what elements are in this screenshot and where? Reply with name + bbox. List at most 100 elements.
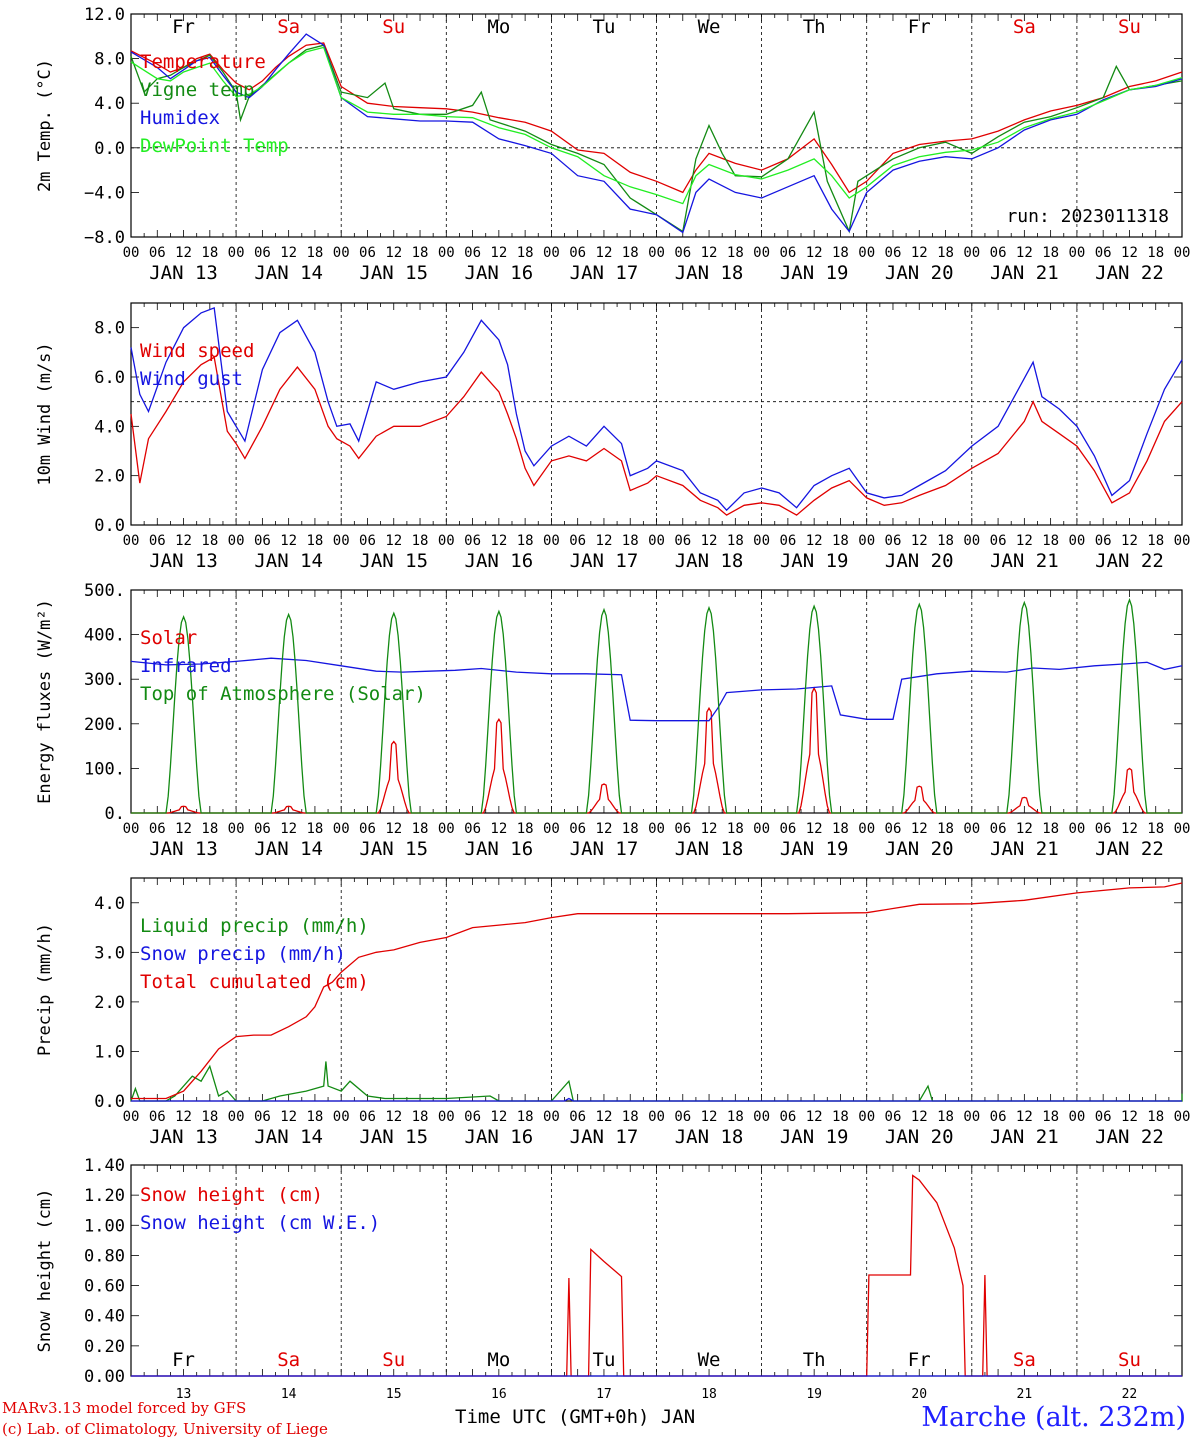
hour-tick-label: 18 xyxy=(1147,245,1164,261)
hour-tick-label: 06 xyxy=(674,245,691,261)
date-label: JAN 21 xyxy=(990,550,1059,572)
series-line xyxy=(130,33,1183,234)
run-annotation: run: 2023011318 xyxy=(1006,206,1169,227)
hour-tick-label: 06 xyxy=(569,1109,586,1125)
model-credit: MARv3.13 model forced by GFS xyxy=(2,1399,247,1417)
date-label: JAN 15 xyxy=(359,1126,428,1148)
hour-tick-label: 00 xyxy=(123,245,140,261)
hour-tick-label: 06 xyxy=(885,1109,902,1125)
date-label: JAN 17 xyxy=(570,1126,639,1148)
hour-tick-label: 12 xyxy=(806,245,823,261)
hour-tick-label: 00 xyxy=(438,821,455,837)
hour-tick-label: 18 xyxy=(937,245,954,261)
hour-tick-label: 06 xyxy=(674,1109,691,1125)
series-line xyxy=(130,46,1183,205)
y-tick-label: 4.0 xyxy=(94,417,125,437)
hour-tick-label: 12 xyxy=(280,533,297,549)
hour-tick-label: 06 xyxy=(254,533,271,549)
hour-tick-label: 12 xyxy=(596,533,613,549)
hour-tick-label: 06 xyxy=(569,245,586,261)
hour-tick-label: 06 xyxy=(990,1109,1007,1125)
y-tick-label: 0.80 xyxy=(84,1246,125,1266)
hour-tick-label: 18 xyxy=(832,533,849,549)
legend-entry: Temperature xyxy=(140,51,266,73)
y-tick-label: 0.0 xyxy=(94,516,125,536)
y-axis-title: 2m Temp. (°C) xyxy=(35,59,55,192)
hour-tick-label: 18 xyxy=(832,1109,849,1125)
series-line xyxy=(131,1097,1182,1102)
series-line xyxy=(130,356,1183,516)
date-label: JAN 18 xyxy=(675,838,744,860)
hour-tick-label: 06 xyxy=(149,533,166,549)
weekday-label: Sa xyxy=(1013,16,1036,38)
hour-tick-label: 12 xyxy=(806,533,823,549)
hour-tick-label: 12 xyxy=(701,821,718,837)
hour-tick-label: 12 xyxy=(1121,245,1138,261)
hour-tick-label: 00 xyxy=(963,821,980,837)
hour-tick-label: 06 xyxy=(569,533,586,549)
date-label: JAN 17 xyxy=(570,550,639,572)
y-tick-label: 0.60 xyxy=(84,1277,125,1297)
y-tick-label: 4.0 xyxy=(94,94,125,114)
day-number-label: 16 xyxy=(491,1387,507,1402)
hour-tick-label: 18 xyxy=(412,1109,429,1125)
weekday-label: Fr xyxy=(172,16,195,38)
weekday-label: Sa xyxy=(277,1349,300,1371)
weekday-label: Su xyxy=(1118,16,1141,38)
y-tick-label: 2.0 xyxy=(94,993,125,1013)
hour-tick-label: 00 xyxy=(648,245,665,261)
weekday-label: Fr xyxy=(172,1349,195,1371)
hour-tick-label: 18 xyxy=(412,245,429,261)
hour-tick-label: 00 xyxy=(858,821,875,837)
date-label: JAN 16 xyxy=(465,1126,534,1148)
hour-tick-label: 00 xyxy=(228,533,245,549)
hour-tick-label: 18 xyxy=(727,533,744,549)
hour-tick-label: 00 xyxy=(1174,821,1191,837)
hour-tick-label: 12 xyxy=(385,533,402,549)
y-tick-label: 8.0 xyxy=(94,50,125,70)
y-axis-title: 10m Wind (m/s) xyxy=(35,342,55,485)
hour-tick-label: 00 xyxy=(333,533,350,549)
y-tick-label: 8.0 xyxy=(94,319,125,339)
hour-tick-label: 06 xyxy=(1095,533,1112,549)
hour-tick-label: 06 xyxy=(149,1109,166,1125)
hour-tick-label: 12 xyxy=(490,533,507,549)
hour-tick-label: 18 xyxy=(412,533,429,549)
hour-tick-label: 00 xyxy=(333,821,350,837)
hour-tick-label: 06 xyxy=(464,245,481,261)
hour-tick-label: 06 xyxy=(1095,821,1112,837)
hour-tick-label: 18 xyxy=(1147,533,1164,549)
hour-tick-label: 12 xyxy=(911,821,928,837)
hour-tick-label: 06 xyxy=(885,821,902,837)
hour-tick-label: 12 xyxy=(175,821,192,837)
hour-tick-label: 12 xyxy=(806,821,823,837)
legend-entry: Snow height (cm) xyxy=(140,1184,323,1206)
y-tick-label: 300. xyxy=(84,670,125,690)
y-tick-label: 1.00 xyxy=(84,1216,125,1236)
hour-tick-label: 06 xyxy=(359,245,376,261)
y-tick-label: 12.0 xyxy=(84,5,125,25)
hour-tick-label: 00 xyxy=(438,245,455,261)
hour-tick-label: 00 xyxy=(648,821,665,837)
date-label: JAN 19 xyxy=(780,262,849,284)
hour-tick-label: 12 xyxy=(911,245,928,261)
date-label: JAN 18 xyxy=(675,1126,744,1148)
hour-tick-label: 06 xyxy=(149,821,166,837)
date-label: JAN 22 xyxy=(1095,550,1164,572)
date-label: JAN 17 xyxy=(570,262,639,284)
hour-tick-label: 12 xyxy=(280,1109,297,1125)
date-label: JAN 15 xyxy=(359,838,428,860)
hour-tick-label: 06 xyxy=(359,821,376,837)
date-label: JAN 13 xyxy=(149,550,218,572)
hour-tick-label: 12 xyxy=(806,1109,823,1125)
hour-tick-label: 06 xyxy=(464,533,481,549)
hour-tick-label: 12 xyxy=(1121,1109,1138,1125)
y-tick-label: −8.0 xyxy=(84,228,125,248)
date-label: JAN 14 xyxy=(254,262,323,284)
y-tick-label: 200. xyxy=(84,715,125,735)
date-label: JAN 20 xyxy=(885,262,954,284)
y-tick-label: 4.0 xyxy=(94,894,125,914)
hour-tick-label: 18 xyxy=(937,1109,954,1125)
hour-tick-label: 00 xyxy=(123,1109,140,1125)
